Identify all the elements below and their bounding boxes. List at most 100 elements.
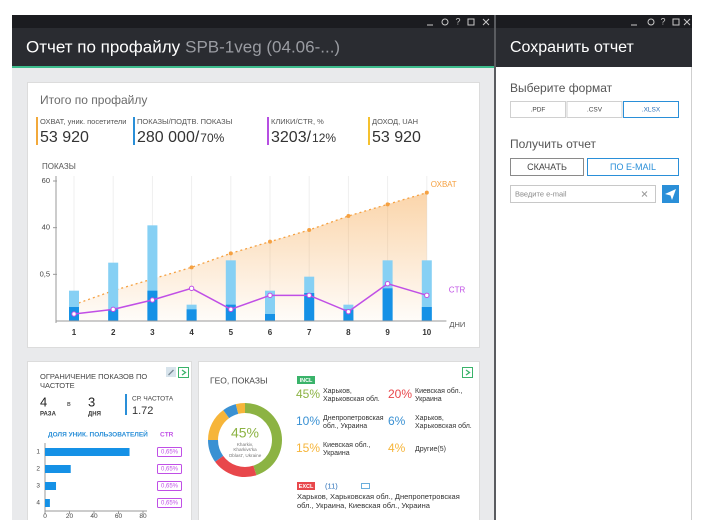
format-button[interactable] xyxy=(566,101,623,118)
send-icon xyxy=(665,189,676,200)
kpi-value: 280 000/ xyxy=(137,129,200,146)
close[interactable] xyxy=(683,18,691,26)
center-label-box: Kharkiv, Kharkivs'ka Oblast', Ukraine xyxy=(229,442,262,458)
point xyxy=(346,214,351,218)
email-input[interactable] xyxy=(510,185,656,203)
expand-button[interactable] xyxy=(178,367,189,378)
kpi-marker xyxy=(36,117,38,145)
bar xyxy=(45,465,71,473)
chart-title: ДОЛЯ УНИК. ПОЛЬЗОВАТЕЛЕЙ xyxy=(48,430,148,439)
title-bar xyxy=(12,15,494,28)
times: 4 xyxy=(40,394,47,409)
point xyxy=(307,228,312,232)
point xyxy=(306,292,312,299)
format-label[interactable]: .CSV xyxy=(587,107,603,114)
refresh[interactable] xyxy=(647,18,655,26)
series-label: CTR xyxy=(449,285,466,294)
format-label[interactable]: .XLSX xyxy=(642,107,661,114)
ctr-badge xyxy=(157,464,182,474)
line xyxy=(73,282,428,315)
close[interactable] xyxy=(482,18,490,26)
x-axis-title: ДНИ xyxy=(449,320,465,329)
excl-count: (11) xyxy=(325,481,338,490)
bar xyxy=(147,290,158,321)
x-tick-label: 9 xyxy=(385,328,390,337)
x-tick-label: 10 xyxy=(422,328,431,337)
ctr-label: 0,65% xyxy=(161,467,179,473)
maximize[interactable] xyxy=(467,18,475,26)
ctr-badge xyxy=(157,498,182,508)
kpi-marker xyxy=(267,117,269,145)
header-accent xyxy=(12,66,494,68)
window-controls[interactable] xyxy=(631,18,691,26)
legend-label-box: Киевская обл., Украина xyxy=(415,387,463,403)
avg-value: 1.72 xyxy=(132,405,153,417)
x-tick-label: 4 xyxy=(189,328,194,337)
format-button[interactable] xyxy=(510,101,566,118)
bar xyxy=(225,260,236,321)
email-label[interactable]: ПО E-MAIL xyxy=(610,162,656,172)
days-unit: ДНЯ xyxy=(88,412,101,418)
x-tick-label: 8 xyxy=(346,328,351,337)
y-tick-label: 40 xyxy=(42,223,50,232)
x-tick-label: 3 xyxy=(150,328,155,337)
y-tick-label: 4 xyxy=(36,500,40,507)
help[interactable]: ? xyxy=(660,16,665,26)
legend-label: Другие(5) xyxy=(415,445,446,453)
format-label[interactable]: .PDF xyxy=(531,107,546,114)
bar xyxy=(108,262,119,321)
bar xyxy=(108,309,119,321)
x-tick-label: 40 xyxy=(90,513,98,520)
legend-value: 4% xyxy=(388,441,406,455)
email-placeholder[interactable]: Введите e-mail xyxy=(515,189,567,198)
center-value: 45% xyxy=(231,425,259,441)
area xyxy=(74,192,427,321)
bar xyxy=(265,314,275,321)
legend-value: 15% xyxy=(296,441,320,455)
expand-icon xyxy=(465,369,471,376)
avg-marker xyxy=(125,394,127,415)
pie-slice xyxy=(245,403,282,476)
bar xyxy=(225,304,236,321)
kpi-marker xyxy=(368,117,370,145)
bar xyxy=(304,293,315,321)
kpi-value: 53 920 xyxy=(372,129,421,146)
frequency-title-box: ОГРАНИЧЕНИЕ ПОКАЗОВ ПО ЧАСТОТЕ xyxy=(40,373,147,390)
clear-icon[interactable] xyxy=(641,191,648,197)
maximize[interactable] xyxy=(672,18,680,26)
pie-slice xyxy=(235,403,245,414)
title-bar xyxy=(496,15,692,28)
ctr-label: 0,65% xyxy=(161,501,179,507)
line xyxy=(73,192,427,306)
point xyxy=(149,297,156,303)
point xyxy=(424,190,429,195)
legend-label-box: Киевская обл., Украина xyxy=(323,442,370,457)
pie-slice xyxy=(215,455,257,478)
point xyxy=(267,292,273,299)
refresh[interactable] xyxy=(441,18,449,26)
kpi-share: 12% xyxy=(312,131,336,145)
format-button-selected[interactable] xyxy=(623,101,679,118)
excl-toggle xyxy=(361,483,370,489)
excl-label: EXCL xyxy=(299,484,314,490)
x-tick-label: 1 xyxy=(72,328,77,337)
window-controls[interactable] xyxy=(427,18,490,26)
x-tick-label: 7 xyxy=(307,328,312,337)
help[interactable]: ? xyxy=(455,16,460,26)
point xyxy=(268,239,272,244)
download-button[interactable] xyxy=(510,158,584,176)
bar xyxy=(45,482,57,490)
bar xyxy=(45,448,130,456)
legend-label: Днепропетровская обл., Украина xyxy=(323,414,384,430)
download-label[interactable]: СКАЧАТЬ xyxy=(527,162,567,172)
expand-button[interactable] xyxy=(462,367,473,378)
legend-label: Киевская обл., Украина xyxy=(415,387,463,403)
y-tick-label: 3 xyxy=(36,483,40,490)
kpi-label: ОХВАТ, уник. посетители xyxy=(40,117,126,126)
report-title: Отчет по профайлу xyxy=(26,37,181,56)
email-button[interactable] xyxy=(587,158,679,176)
point xyxy=(110,306,116,313)
y-tick-label: 1 xyxy=(36,449,40,456)
y-tick-label: 60 xyxy=(42,176,50,185)
